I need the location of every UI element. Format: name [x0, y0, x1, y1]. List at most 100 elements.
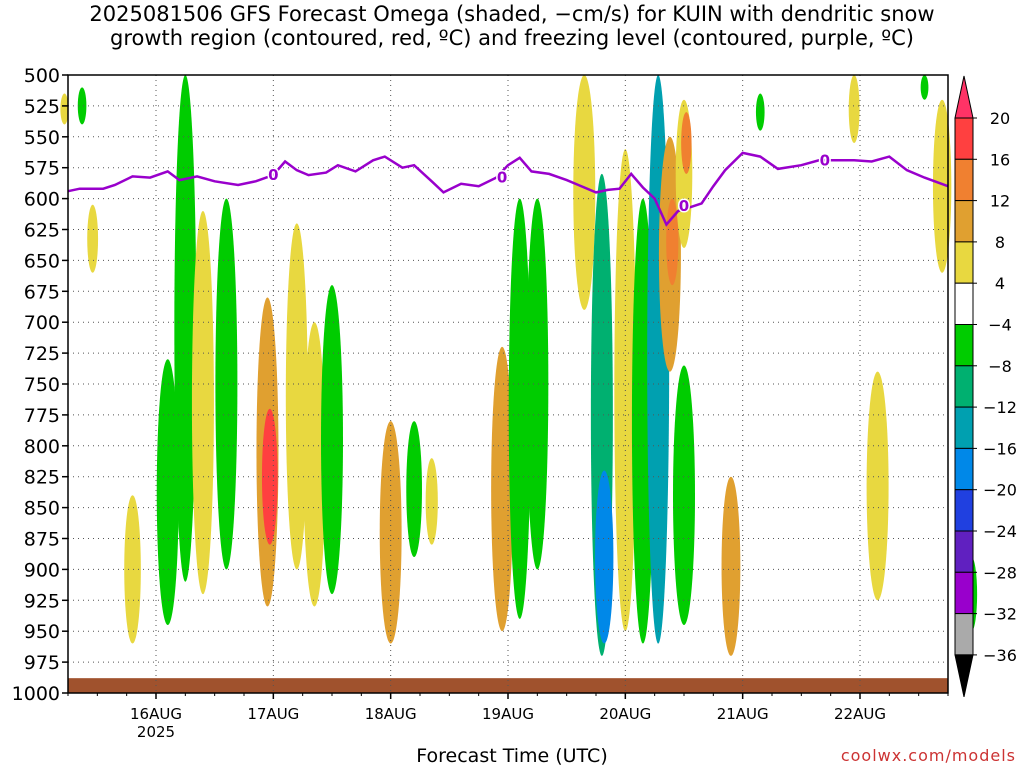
y-tick-label: 550 — [24, 127, 60, 149]
omega-region — [425, 458, 438, 545]
omega-region — [379, 421, 402, 644]
omega-region — [60, 93, 69, 125]
freezing-level-label: 0 — [820, 151, 830, 169]
y-tick-label: 750 — [24, 374, 60, 396]
y-tick-label: 850 — [24, 498, 60, 520]
omega-region — [406, 421, 422, 558]
chart-title-line-2: growth region (contoured, red, ºC) and f… — [110, 26, 914, 50]
omega-region — [595, 470, 614, 644]
colorbar-label: 12 — [990, 192, 1010, 211]
colorbar: 20 16 12 8 4 −4 −8 −12 −16 −20 −24 −28 −32 −36 — [954, 75, 1017, 698]
colorbar-swatch — [954, 158, 974, 202]
grid-layer — [68, 75, 948, 693]
credit-link[interactable]: coolwx.com/models — [840, 746, 1016, 765]
colorbar-swatch — [954, 241, 974, 284]
x-tick-label: 19AUG — [482, 705, 534, 723]
colorbar-swatch — [954, 613, 974, 656]
chart-title-line-1: 2025081506 GFS Forecast Omega (shaded, −… — [89, 2, 935, 26]
colorbar-label: −32 — [983, 605, 1017, 624]
y-tick-label: 925 — [24, 590, 60, 612]
x-tick-label: 16AUG — [130, 705, 182, 723]
x-tick-label: 18AUG — [365, 705, 417, 723]
omega-region — [215, 198, 238, 570]
y-tick-label: 625 — [24, 220, 60, 242]
colorbar-label: −12 — [983, 398, 1017, 417]
y-tick-label: 675 — [24, 281, 60, 303]
omega-region — [721, 476, 741, 656]
omega-region — [573, 75, 596, 310]
freezing-level-label: 0 — [497, 169, 507, 187]
colorbar-label: −20 — [983, 481, 1017, 500]
freezing-level-label: 0 — [268, 166, 278, 184]
colorbar-swatch — [954, 571, 974, 615]
x-tick-label: 21AUG — [717, 705, 769, 723]
y-tick-label: 525 — [24, 96, 60, 118]
y-tick-label: 500 — [24, 65, 60, 87]
colorbar-label: −16 — [983, 439, 1017, 458]
y-tick-label: 875 — [24, 529, 60, 551]
omega-region — [87, 204, 99, 273]
omega-region — [848, 75, 860, 143]
colorbar-label: 20 — [990, 109, 1010, 128]
omega-shading-layer — [60, 75, 978, 656]
colorbar-label: −24 — [983, 522, 1017, 541]
y-tick-label: 775 — [24, 405, 60, 427]
y-tick-label: 950 — [24, 621, 60, 643]
omega-region — [156, 359, 179, 626]
y-tick-label: 700 — [24, 312, 60, 334]
colorbar-swatch — [954, 530, 974, 573]
colorbar-label: −4 — [988, 316, 1012, 335]
y-tick-label: 600 — [24, 189, 60, 211]
y-tick-label: 650 — [24, 250, 60, 272]
y-tick-label: 800 — [24, 436, 60, 458]
omega-region — [526, 198, 549, 570]
x-tick-year: 2025 — [137, 723, 175, 741]
y-axis: 500 525 550 575 600 625 650 675 700 725 750 775 800 8… — [12, 65, 68, 705]
colorbar-swatch — [954, 489, 974, 532]
omega-region — [174, 75, 197, 582]
y-tick-label: 900 — [24, 559, 60, 581]
omega-region — [866, 371, 889, 601]
freezing-level-layer: 0 0 0 0 — [67, 150, 949, 227]
y-tick-label: 575 — [24, 158, 60, 180]
colorbar-swatch — [954, 447, 974, 491]
freezing-level-label: 0 — [679, 197, 689, 215]
omega-region — [508, 198, 531, 619]
x-tick-label: 17AUG — [247, 705, 299, 723]
x-tick-label: 22AUG — [834, 705, 886, 723]
colorbar-bottom-arrow — [954, 654, 974, 698]
omega-region — [681, 112, 692, 174]
y-tick-label: 975 — [24, 652, 60, 674]
colorbar-swatch — [954, 365, 974, 408]
colorbar-label: −8 — [988, 357, 1012, 376]
colorbar-swatch — [954, 117, 974, 160]
omega-region — [321, 285, 343, 595]
omega-region — [755, 93, 765, 131]
omega-region — [673, 365, 695, 626]
colorbar-swatch — [954, 406, 974, 449]
colorbar-swatch — [954, 200, 974, 243]
omega-region — [285, 223, 308, 570]
colorbar-label: −36 — [983, 646, 1017, 665]
colorbar-label: 8 — [995, 233, 1005, 252]
omega-region — [77, 87, 87, 125]
omega-region — [303, 322, 326, 607]
y-tick-label: 825 — [24, 467, 60, 489]
colorbar-swatch — [954, 324, 974, 367]
omega-region — [932, 99, 952, 273]
y-tick-label: 1000 — [12, 683, 60, 705]
x-axis-label: Forecast Time (UTC) — [416, 745, 608, 767]
colorbar-swatch — [954, 282, 974, 326]
colorbar-top-arrow — [954, 75, 974, 119]
x-tick-label: 20AUG — [599, 705, 651, 723]
y-tick-label: 725 — [24, 343, 60, 365]
chart-title: 2025081506 GFS Forecast Omega (shaded, −… — [0, 2, 1024, 50]
colorbar-label: −28 — [983, 563, 1017, 582]
omega-region — [920, 75, 929, 100]
omega-region — [191, 210, 214, 595]
colorbar-label: 4 — [995, 274, 1005, 293]
freezing-level-line — [67, 151, 949, 227]
omega-region — [261, 408, 278, 545]
